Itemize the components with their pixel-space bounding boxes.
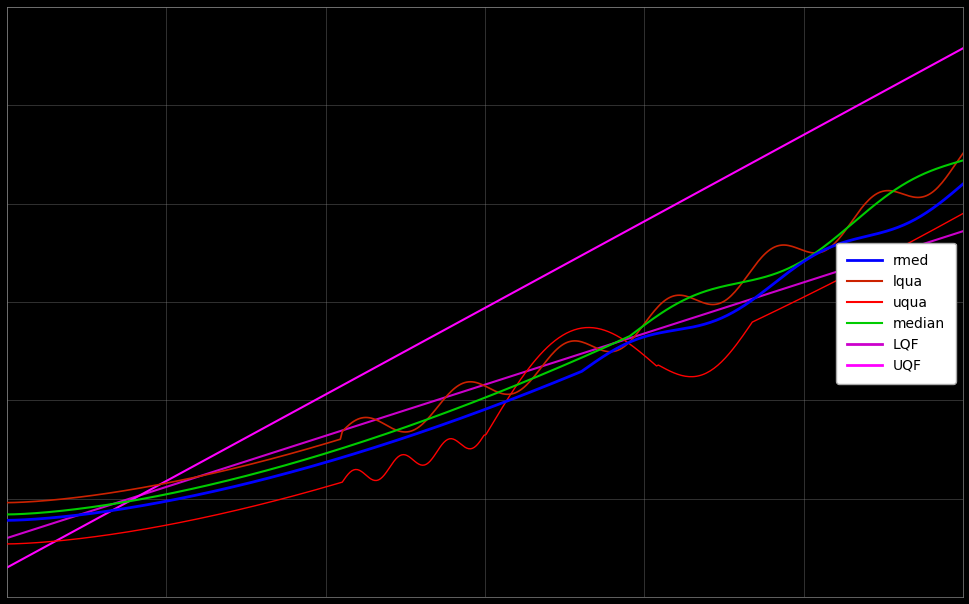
Legend: rmed, lqua, uqua, median, LQF, UQF: rmed, lqua, uqua, median, LQF, UQF <box>835 243 955 384</box>
